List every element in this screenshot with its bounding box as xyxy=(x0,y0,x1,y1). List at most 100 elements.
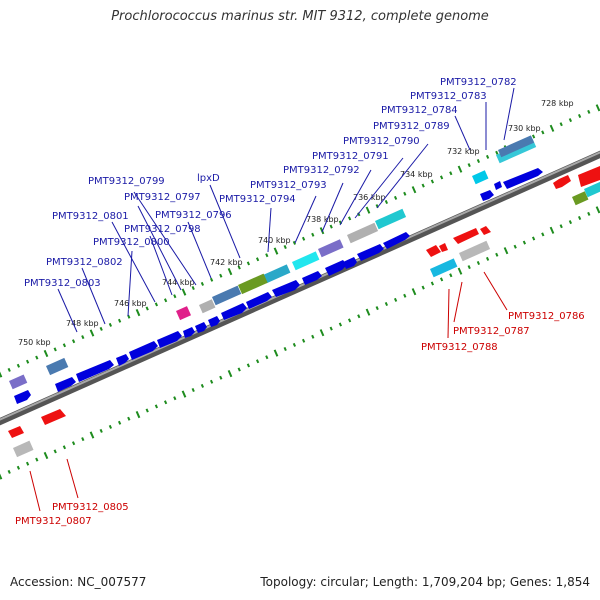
minor-tick xyxy=(439,277,444,282)
gene-arrow[interactable] xyxy=(383,232,410,249)
gene-block[interactable] xyxy=(584,181,600,198)
gene-arrow[interactable] xyxy=(157,331,182,348)
minor-tick xyxy=(209,379,214,384)
gene-label[interactable]: PMT9312_0801 xyxy=(52,211,129,222)
major-tick xyxy=(227,369,233,378)
gene-block[interactable] xyxy=(175,306,192,321)
gene-block[interactable] xyxy=(9,374,28,390)
gene-arrow[interactable] xyxy=(480,226,491,235)
gene-block[interactable] xyxy=(45,357,69,376)
minor-tick xyxy=(265,355,269,360)
gene-block[interactable] xyxy=(374,208,407,230)
gene-block[interactable] xyxy=(199,299,216,314)
minor-tick xyxy=(255,257,260,262)
scale-label: 732 kbp xyxy=(447,147,480,156)
gene-block[interactable] xyxy=(472,170,489,185)
gene-block[interactable] xyxy=(263,264,291,284)
gene-label[interactable]: PMT9312_0792 xyxy=(283,165,360,176)
gene-label[interactable]: PMT9312_0797 xyxy=(124,192,201,203)
minor-tick xyxy=(587,109,591,114)
gene-arrow[interactable] xyxy=(578,166,600,187)
gene-label[interactable]: PMT9312_0783 xyxy=(410,91,487,102)
gene-label[interactable]: PMT9312_0798 xyxy=(124,224,201,235)
gene-label[interactable]: PMT9312_0787 xyxy=(453,326,530,337)
gene-block[interactable] xyxy=(292,251,320,271)
gene-arrow[interactable] xyxy=(453,228,479,244)
gene-arrow[interactable] xyxy=(195,322,207,333)
gene-arrow[interactable] xyxy=(302,271,322,285)
gene-arrow[interactable] xyxy=(76,360,114,382)
gene-label[interactable]: PMT9312_0807 xyxy=(15,516,92,527)
gene-arrow[interactable] xyxy=(41,409,66,425)
gene-label[interactable]: PMT9312_0786 xyxy=(508,311,585,322)
gene-arrow[interactable] xyxy=(208,316,220,327)
gene-label[interactable]: PMT9312_0805 xyxy=(52,502,129,513)
gene-label[interactable]: PMT9312_0790 xyxy=(343,136,420,147)
gene-arrow[interactable] xyxy=(494,181,502,190)
minor-tick xyxy=(246,261,251,266)
gene-arrow[interactable] xyxy=(183,327,195,338)
minor-tick xyxy=(522,240,527,245)
major-tick xyxy=(365,308,371,316)
gene-block[interactable] xyxy=(459,240,491,262)
scale-label: 730 kbp xyxy=(508,124,541,133)
gene-arrow[interactable] xyxy=(426,245,441,257)
minor-tick xyxy=(219,375,223,380)
gene-block[interactable] xyxy=(347,222,379,244)
gene-block[interactable] xyxy=(497,135,535,158)
gene-arrow[interactable] xyxy=(439,243,448,252)
major-tick xyxy=(135,410,141,419)
gene-arrow[interactable] xyxy=(116,354,129,366)
gene-arrow[interactable] xyxy=(221,303,247,320)
minor-tick xyxy=(237,367,241,372)
gene-arrow[interactable] xyxy=(553,175,571,189)
minor-tick xyxy=(209,277,214,282)
minor-tick xyxy=(71,339,76,344)
gene-label[interactable]: PMT9312_0788 xyxy=(421,342,498,353)
gene-arrow[interactable] xyxy=(246,292,272,309)
minor-tick xyxy=(393,297,398,302)
gene-label[interactable]: PMT9312_0784 xyxy=(381,105,458,116)
gene-label[interactable]: PMT9312_0803 xyxy=(24,278,101,289)
scale-label: 736 kbp xyxy=(353,193,386,202)
major-tick xyxy=(0,473,3,480)
gene-label[interactable]: lpxD xyxy=(197,173,220,184)
gene-label[interactable]: PMT9312_0791 xyxy=(312,151,389,162)
reverse-strand-genes xyxy=(8,166,600,458)
gene-label[interactable]: PMT9312_0799 xyxy=(88,176,165,187)
gene-block[interactable] xyxy=(430,258,458,278)
gene-arrow[interactable] xyxy=(129,341,158,360)
gene-block[interactable] xyxy=(238,273,268,295)
gene-label[interactable]: PMT9312_0793 xyxy=(250,180,327,191)
gene-arrow[interactable] xyxy=(325,260,347,276)
minor-tick xyxy=(173,294,177,299)
genome-title: Prochlorococcus marinus str. MIT 9312, c… xyxy=(111,9,489,24)
gene-block[interactable] xyxy=(317,239,344,258)
gene-arrow[interactable] xyxy=(343,257,357,269)
gene-block[interactable] xyxy=(12,440,34,458)
major-tick xyxy=(135,308,141,317)
gene-arrow[interactable] xyxy=(14,390,31,404)
minor-tick xyxy=(62,445,67,450)
gene-label[interactable]: PMT9312_0800 xyxy=(93,237,170,248)
gene-label[interactable]: PMT9312_0789 xyxy=(373,121,450,132)
gene-label[interactable]: PMT9312_0782 xyxy=(440,77,517,88)
gene-arrow[interactable] xyxy=(272,280,300,297)
gene-arrow[interactable] xyxy=(503,168,543,189)
minor-tick xyxy=(173,396,177,401)
gene-label[interactable]: PMT9312_0796 xyxy=(155,210,232,221)
gene-label[interactable]: PMT9312_0802 xyxy=(46,257,123,268)
gene-label[interactable]: PMT9312_0794 xyxy=(219,194,296,205)
gene-block[interactable] xyxy=(572,191,589,206)
minor-tick xyxy=(347,318,352,323)
gene-arrow[interactable] xyxy=(357,244,384,261)
minor-tick xyxy=(117,420,122,425)
lower-scale-track xyxy=(0,206,600,480)
gene-block[interactable] xyxy=(212,285,242,306)
gene-arrow[interactable] xyxy=(8,426,24,438)
forward-gene-labels: PMT9312_0782 PMT9312_0783 PMT9312_0784 P… xyxy=(24,77,517,289)
gene-arrow[interactable] xyxy=(480,190,494,201)
scale-label: 738 kbp xyxy=(306,215,339,224)
gene-arrow[interactable] xyxy=(55,377,76,392)
